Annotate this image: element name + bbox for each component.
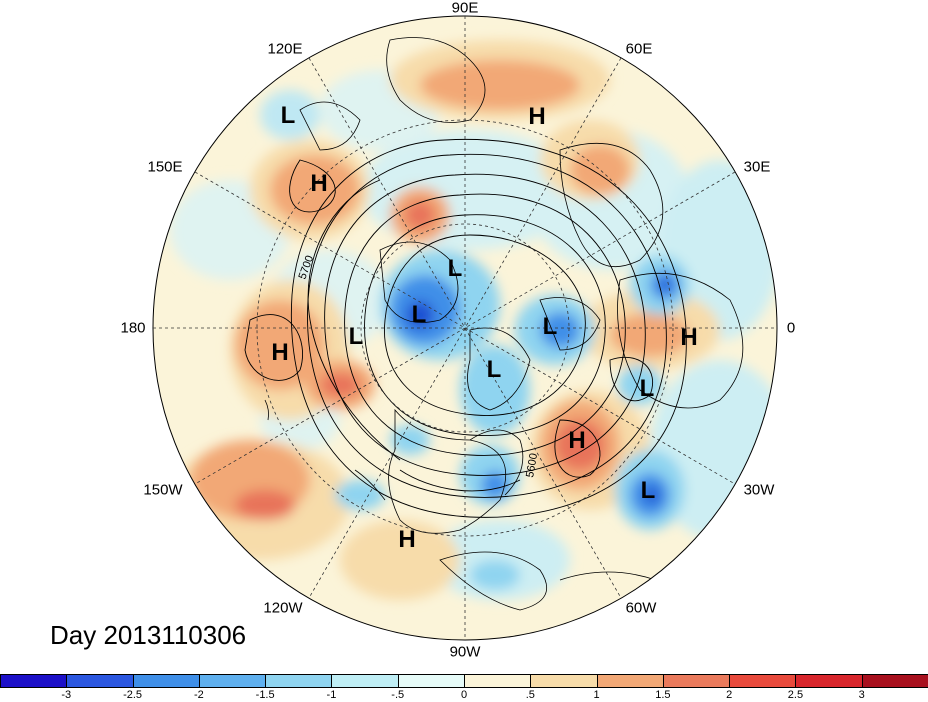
graticule — [152, 15, 778, 641]
colorbar-tick-label: 3 — [858, 689, 865, 701]
lon-label-0: 0 — [786, 319, 796, 337]
low-marker: L — [447, 255, 463, 282]
lon-label-150w: 150W — [143, 481, 183, 499]
lon-label-150e: 150E — [147, 158, 183, 176]
lon-label-180: 180 — [120, 319, 146, 337]
lon-label-60w: 60W — [625, 599, 657, 617]
anomaly-field: 5700 5600 — [153, 16, 777, 640]
colorbar-tick-label: 2.5 — [787, 689, 804, 701]
colorbar-swatch — [662, 674, 731, 688]
polar-map: 5700 5600 — [152, 15, 778, 641]
high-marker: H — [680, 324, 698, 351]
colorbar-swatch — [795, 674, 863, 688]
low-marker: L — [639, 375, 655, 402]
colorbar-tick-label: -1.5 — [255, 689, 275, 701]
colorbar-tick-label: -1 — [326, 689, 337, 701]
contour-label-5600: 5600 — [524, 452, 540, 478]
high-marker: H — [568, 427, 586, 454]
low-marker: L — [640, 477, 656, 504]
lon-label-120e: 120E — [267, 40, 303, 58]
colorbar-swatch — [729, 674, 797, 688]
colorbar-swatch — [198, 674, 267, 688]
colorbar-tick-label: 1 — [593, 689, 600, 701]
lon-label-60e: 60E — [625, 40, 653, 58]
height-contours — [244, 138, 687, 518]
lon-label-30e: 30E — [743, 158, 771, 176]
low-marker: L — [542, 313, 558, 340]
lon-label-90w: 90W — [449, 643, 481, 661]
low-marker: L — [411, 301, 427, 328]
high-marker: H — [398, 526, 416, 553]
high-marker: H — [271, 339, 289, 366]
colorbar-tick-label: 1.5 — [655, 689, 671, 701]
colorbar-tick-label: 2 — [726, 689, 733, 701]
lon-label-30w: 30W — [743, 481, 775, 499]
colorbar-tick-label: .5 — [525, 689, 535, 701]
colorbar-swatch — [66, 674, 134, 688]
colorbar-swatch — [331, 674, 399, 688]
colorbar-swatch — [0, 674, 68, 688]
low-marker: L — [280, 102, 296, 129]
high-marker: H — [528, 103, 546, 130]
colorbar-tick-label: -2 — [193, 689, 204, 701]
colorbar: -3 -2.5 -2 -1.5 -1 -.5 0 .5 1 1.5 2 2.5 3 — [0, 674, 928, 702]
colorbar-tick-label: -2.5 — [123, 689, 143, 701]
lon-label-120w: 120W — [263, 599, 303, 617]
colorbar-swatch — [861, 674, 928, 688]
high-marker: H — [310, 170, 328, 197]
colorbar-swatch — [265, 674, 333, 688]
colorbar-tick-label: 0 — [460, 689, 468, 701]
map-title: Day 2013110306 — [50, 620, 247, 650]
colorbar-swatch — [530, 674, 598, 688]
low-marker: L — [348, 323, 364, 350]
colorbar-tick-label: -3 — [61, 689, 72, 701]
colorbar-swatch — [397, 674, 465, 688]
colorbar-swatch — [596, 674, 664, 688]
low-marker: L — [486, 356, 502, 383]
coastlines — [264, 37, 744, 611]
lon-label-90e: 90E — [451, 0, 479, 17]
colorbar-swatch — [132, 674, 200, 688]
colorbar-tick-label: -.5 — [391, 689, 405, 701]
colorbar-swatch — [464, 674, 532, 688]
